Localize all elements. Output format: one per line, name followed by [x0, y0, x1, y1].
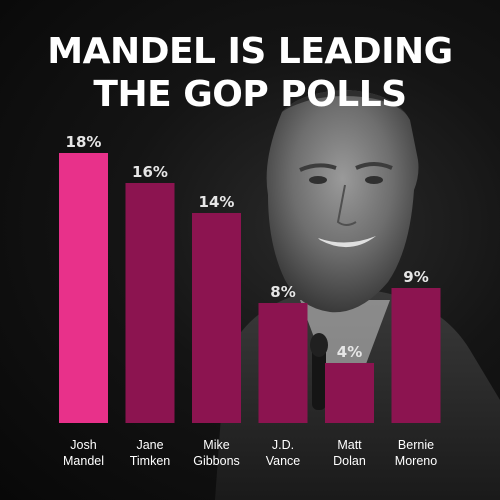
category-label: Bernie: [398, 438, 434, 452]
bar-bernie-moreno: [391, 288, 441, 423]
value-label: 4%: [337, 343, 362, 361]
category-label: Mandel: [63, 454, 104, 468]
bar-josh-mandel: [59, 153, 108, 423]
value-label: 18%: [66, 133, 102, 151]
microphone-shape: [310, 333, 328, 410]
bar-mike-gibbons: [192, 213, 241, 423]
value-label: 8%: [270, 283, 295, 301]
title-line-1: MANDEL IS LEADING: [47, 31, 453, 72]
category-label: Josh: [70, 438, 96, 452]
category-label: J.D.: [272, 438, 294, 452]
title-line-2: THE GOP POLLS: [93, 74, 407, 115]
category-label: Jane: [136, 438, 163, 452]
category-label: Gibbons: [193, 454, 240, 468]
category-label: Timken: [130, 454, 171, 468]
category-label: Moreno: [395, 454, 437, 468]
value-label: 14%: [199, 193, 235, 211]
category-label: Mike: [203, 438, 229, 452]
chart-title: MANDEL IS LEADING THE GOP POLLS: [0, 30, 500, 116]
bar-matt-dolan: [325, 363, 374, 423]
value-label: 16%: [132, 163, 168, 181]
category-label: Vance: [266, 454, 301, 468]
category-label: Matt: [337, 438, 362, 452]
category-label: Dolan: [333, 454, 366, 468]
bar-jd-vance: [258, 303, 308, 423]
value-label: 9%: [403, 268, 428, 286]
head-shape: [266, 90, 419, 313]
bar-jane-timken: [125, 183, 175, 423]
